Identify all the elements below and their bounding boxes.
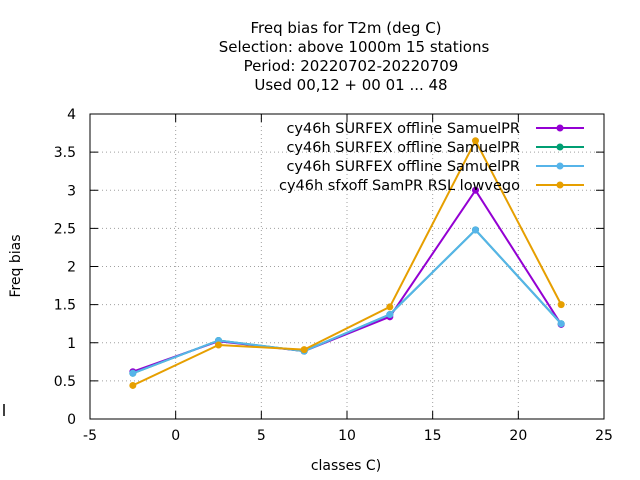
x-tick-label: 10: [338, 428, 356, 444]
legend-label-3: cy46h SURFEX offline SamuelPR: [286, 159, 520, 175]
series-line-2: [132, 228, 562, 375]
data-point: [386, 311, 394, 319]
data-point: [215, 341, 222, 349]
series-line-4: [132, 139, 563, 387]
y-tick-label: 2.5: [54, 221, 76, 237]
x-tick-label: 20: [509, 428, 527, 444]
data-point: [557, 320, 565, 328]
y-tick-label: 3: [67, 183, 76, 199]
title-line-4: Used 00,12 + 00 01 ... 48: [254, 76, 447, 94]
chart-title: Freq bias for T2m (deg C) Selection: abo…: [219, 19, 490, 94]
legend-label-4: cy46h sfxoff SamPR RSL lowvego: [279, 178, 520, 194]
grid: [90, 114, 604, 419]
data-point: [386, 303, 394, 311]
title-line-2: Selection: above 1000m 15 stations: [219, 38, 490, 56]
legend-marker-4: [556, 181, 564, 189]
x-tick-label: 5: [257, 428, 266, 444]
data-point: [472, 137, 479, 145]
y-tick-label: 0: [67, 412, 76, 428]
axis-ticks: -5 0 5 10 15 20 25 0 0.5 1 1.5 2 2.5 3 3.5 4: [54, 107, 613, 444]
series-lines: [129, 137, 565, 389]
x-tick-label: 25: [595, 428, 613, 444]
legend-marker-2: [556, 143, 564, 151]
data-point: [472, 186, 479, 194]
data-point: [300, 346, 308, 354]
y-axis-label: Freq bias: [8, 234, 24, 297]
title-line-1: Freq bias for T2m (deg C): [250, 19, 441, 37]
y-tick-label: 2: [67, 260, 76, 276]
x-tick-label: -5: [83, 428, 97, 444]
y-tick-label: 1: [67, 336, 76, 352]
y-tick-label: 1.5: [54, 298, 76, 314]
data-point: [129, 381, 137, 389]
series-line-1: [132, 189, 563, 373]
legend-label-1: cy46h SURFEX offline SamuelPR: [286, 121, 520, 137]
legend: cy46h SURFEX offline SamuelPR cy46h SURFE…: [279, 121, 584, 194]
legend-marker-1: [556, 124, 564, 132]
x-axis-label: classes C): [311, 458, 381, 474]
y-tick-label: 0.5: [54, 374, 76, 390]
data-point: [557, 301, 565, 309]
title-line-3: Period: 20220702-20220709: [244, 57, 459, 75]
legend-label-2: cy46h SURFEX offline SamuelPR: [286, 140, 520, 156]
data-point: [129, 369, 137, 377]
legend-marker-3: [556, 162, 564, 170]
data-point: [472, 226, 479, 234]
y-tick-label: 4: [67, 107, 76, 123]
x-tick-label: 0: [171, 428, 180, 444]
y-tick-label: 3.5: [54, 145, 76, 161]
series-line-3: [132, 228, 562, 375]
x-tick-label: 15: [424, 428, 442, 444]
